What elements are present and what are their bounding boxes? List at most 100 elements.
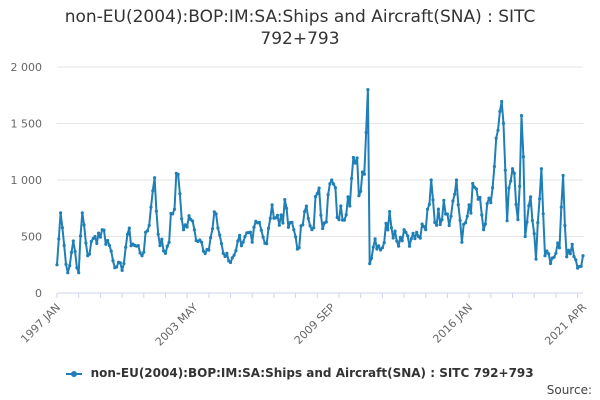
data-point[interactable] [492, 164, 496, 169]
data-point[interactable] [145, 229, 149, 233]
data-point[interactable] [241, 240, 245, 244]
data-point[interactable] [292, 228, 296, 232]
data-point[interactable] [301, 223, 305, 227]
data-point[interactable] [391, 236, 395, 240]
data-point[interactable] [478, 195, 482, 200]
data-point[interactable] [203, 251, 207, 256]
data-point[interactable] [234, 249, 238, 253]
data-point[interactable] [536, 221, 540, 225]
data-point[interactable] [127, 226, 131, 230]
data-point[interactable] [395, 239, 399, 243]
data-point[interactable] [538, 197, 542, 201]
data-point[interactable] [514, 202, 518, 207]
data-point[interactable] [214, 212, 218, 216]
data-point[interactable] [406, 234, 410, 238]
data-point[interactable] [181, 228, 186, 232]
data-point[interactable] [425, 207, 430, 211]
data-point[interactable] [460, 240, 464, 244]
data-point[interactable] [532, 232, 536, 236]
data-point[interactable] [413, 237, 417, 241]
data-point[interactable] [384, 221, 388, 225]
data-point[interactable] [397, 244, 401, 248]
data-point[interactable] [210, 227, 215, 231]
data-point[interactable] [163, 251, 168, 255]
data-point[interactable] [171, 212, 175, 216]
data-point[interactable] [534, 257, 538, 261]
data-point[interactable] [140, 254, 144, 258]
data-point[interactable] [285, 206, 289, 210]
data-point[interactable] [319, 213, 323, 217]
data-point[interactable] [97, 231, 101, 235]
data-point[interactable] [344, 213, 348, 217]
data-point[interactable] [512, 171, 516, 175]
data-point[interactable] [106, 238, 110, 243]
data-point[interactable] [279, 213, 283, 217]
data-point[interactable] [315, 192, 319, 196]
data-point[interactable] [306, 216, 310, 221]
data-point[interactable] [115, 265, 119, 269]
data-point[interactable] [579, 264, 583, 268]
data-point[interactable] [118, 261, 122, 265]
data-point[interactable] [59, 211, 63, 215]
data-point[interactable] [489, 201, 493, 205]
data-point[interactable] [431, 198, 435, 202]
data-point[interactable] [380, 246, 384, 250]
data-point[interactable] [389, 226, 393, 230]
data-point[interactable] [57, 237, 61, 241]
data-point[interactable] [510, 167, 515, 171]
data-point[interactable] [523, 234, 527, 239]
data-point[interactable] [543, 254, 547, 258]
data-point[interactable] [371, 245, 375, 249]
data-point[interactable] [124, 245, 128, 249]
data-point[interactable] [225, 251, 229, 255]
data-point[interactable] [332, 182, 336, 186]
data-point[interactable] [277, 223, 281, 227]
data-point[interactable] [172, 207, 177, 211]
data-point[interactable] [223, 254, 227, 259]
data-point[interactable] [60, 226, 64, 230]
data-point[interactable] [73, 249, 77, 254]
data-point[interactable] [248, 230, 252, 234]
data-point[interactable] [200, 240, 204, 244]
data-point[interactable] [198, 238, 202, 242]
data-point[interactable] [393, 229, 397, 233]
data-point[interactable] [275, 213, 280, 217]
data-point[interactable] [176, 172, 180, 176]
data-point[interactable] [95, 241, 99, 245]
data-point[interactable] [142, 250, 146, 254]
data-point[interactable] [518, 184, 522, 188]
data-point[interactable] [398, 235, 402, 239]
data-point[interactable] [449, 214, 453, 218]
data-point[interactable] [469, 211, 473, 215]
data-point[interactable] [568, 252, 572, 256]
data-point[interactable] [451, 199, 455, 203]
data-point[interactable] [351, 155, 355, 160]
data-point[interactable] [400, 239, 404, 243]
data-point[interactable] [377, 244, 381, 248]
data-point[interactable] [402, 228, 406, 232]
data-point[interactable] [519, 114, 524, 118]
data-point[interactable] [212, 210, 216, 214]
data-point[interactable] [418, 236, 422, 240]
data-point[interactable] [463, 221, 468, 225]
data-point[interactable] [368, 262, 372, 266]
data-point[interactable] [440, 218, 444, 222]
data-point[interactable] [485, 202, 489, 206]
data-point[interactable] [388, 210, 392, 214]
data-point[interactable] [75, 266, 79, 270]
data-point[interactable] [149, 205, 153, 209]
data-point[interactable] [107, 243, 111, 248]
data-point[interactable] [438, 222, 442, 227]
data-point[interactable] [330, 178, 334, 182]
data-point[interactable] [442, 198, 446, 202]
data-point[interactable] [530, 218, 535, 223]
data-point[interactable] [342, 218, 346, 222]
data-point[interactable] [167, 240, 171, 244]
data-point[interactable] [281, 221, 285, 225]
data-point[interactable] [294, 235, 298, 239]
data-point[interactable] [501, 121, 506, 126]
data-point[interactable] [454, 178, 459, 182]
data-point[interactable] [78, 234, 83, 238]
data-point[interactable] [574, 258, 578, 262]
data-point[interactable] [521, 155, 526, 159]
